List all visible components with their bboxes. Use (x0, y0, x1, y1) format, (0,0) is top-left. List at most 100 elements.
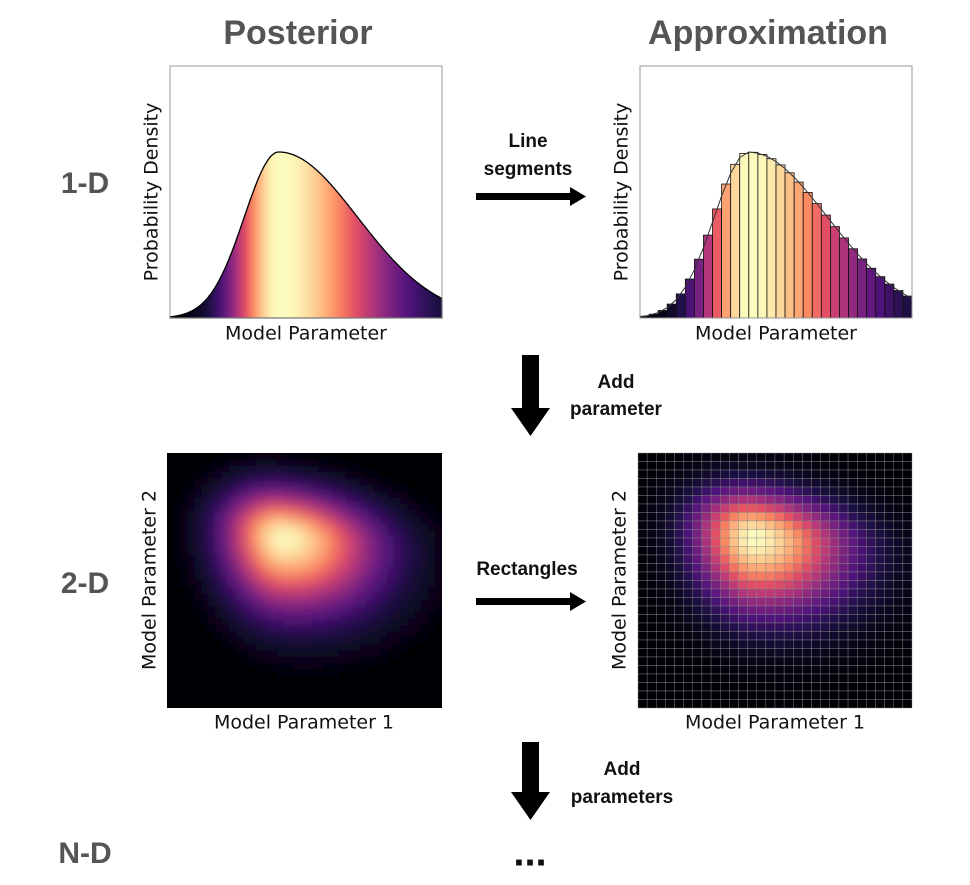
density-cell (774, 452, 785, 462)
density-cell (400, 561, 409, 569)
density-cell (765, 656, 776, 666)
density-cell (373, 625, 381, 632)
density-cell (802, 631, 812, 641)
density-cell (400, 618, 409, 626)
density-cell (256, 542, 264, 550)
density-cell (414, 606, 422, 613)
density-cell (318, 599, 326, 607)
density-cell (180, 516, 189, 524)
density-cell (249, 625, 257, 632)
density-cell (783, 597, 794, 607)
density-cell (387, 510, 395, 518)
density-cell (656, 486, 666, 496)
row-label: 1-D (61, 167, 109, 200)
x-axis-label: Model Parameter 1 (214, 712, 394, 734)
density-cell (656, 452, 666, 462)
density-cell (793, 520, 803, 530)
density-cell (228, 497, 237, 505)
density-cell (857, 588, 867, 598)
density-cell (345, 491, 354, 499)
density-cell (421, 555, 429, 562)
density-cell (318, 459, 326, 467)
density-cell (311, 491, 319, 499)
density-cell (738, 571, 748, 581)
density-cell (345, 663, 354, 671)
density-cell (338, 497, 347, 505)
density-cell (710, 495, 721, 505)
density-cell (674, 571, 684, 581)
density-cell (646, 631, 657, 641)
density-cell (180, 580, 189, 588)
density-cell (646, 648, 657, 658)
density-cell (393, 644, 402, 652)
density-cell (811, 461, 821, 471)
density-cell (710, 656, 721, 666)
density-cell (311, 472, 319, 479)
density-cell (270, 523, 278, 530)
density-cell (311, 631, 319, 639)
density-cell (428, 625, 436, 632)
density-cell (820, 648, 831, 658)
density-cell (345, 599, 354, 607)
density-cell (222, 459, 230, 467)
density-cell (875, 554, 885, 564)
density-cell (373, 586, 381, 594)
density-cell (783, 461, 794, 471)
density-cell (332, 465, 340, 473)
density-cell (366, 491, 374, 499)
density-cell (646, 622, 657, 632)
density-cell (325, 580, 333, 588)
density-cell (277, 625, 285, 632)
arrow-label: Add (604, 759, 641, 780)
density-cell (325, 529, 333, 537)
density-cell (311, 561, 319, 569)
density-cell (435, 523, 442, 530)
density-cell (228, 555, 237, 562)
density-cell (194, 523, 202, 530)
density-cell (318, 637, 326, 645)
density-cell (866, 639, 876, 649)
density-cell (747, 580, 757, 590)
density-cell (683, 631, 694, 641)
density-cell (290, 618, 299, 626)
density-cell (414, 529, 422, 537)
density-cell (359, 491, 367, 499)
density-cell (637, 673, 648, 683)
density-cell (318, 516, 326, 524)
density-cell (352, 478, 360, 486)
density-cell (720, 597, 730, 607)
density-cell (902, 546, 913, 556)
density-cell (263, 453, 271, 460)
density-cell (290, 555, 299, 562)
density-cell (414, 637, 422, 645)
density-cell (674, 554, 684, 564)
density-cell (263, 491, 271, 499)
y-axis-label: Probability Density (141, 103, 163, 282)
density-cell (194, 491, 202, 499)
density-cell (710, 597, 721, 607)
density-cell (847, 461, 858, 471)
density-cell (421, 586, 429, 594)
density-cell (428, 561, 436, 569)
density-cell (373, 637, 381, 645)
density-cell (325, 625, 333, 632)
density-cell (400, 555, 409, 562)
density-cell (215, 580, 223, 588)
density-cell (729, 563, 739, 573)
density-cell (902, 486, 913, 496)
density-cell (283, 548, 292, 556)
density-cell (756, 622, 767, 632)
density-cell (283, 618, 292, 626)
density-cell (820, 597, 831, 607)
x-axis-label: Model Parameter (695, 323, 857, 345)
density-cell (270, 663, 278, 671)
density-cell (338, 586, 347, 594)
density-cell (421, 612, 429, 620)
density-cell (866, 665, 876, 675)
line-segments (639, 151, 913, 318)
density-cell (263, 657, 271, 664)
density-cell (738, 529, 748, 539)
density-cell (201, 472, 209, 479)
density-cell (720, 690, 730, 700)
density-cell (263, 504, 271, 511)
